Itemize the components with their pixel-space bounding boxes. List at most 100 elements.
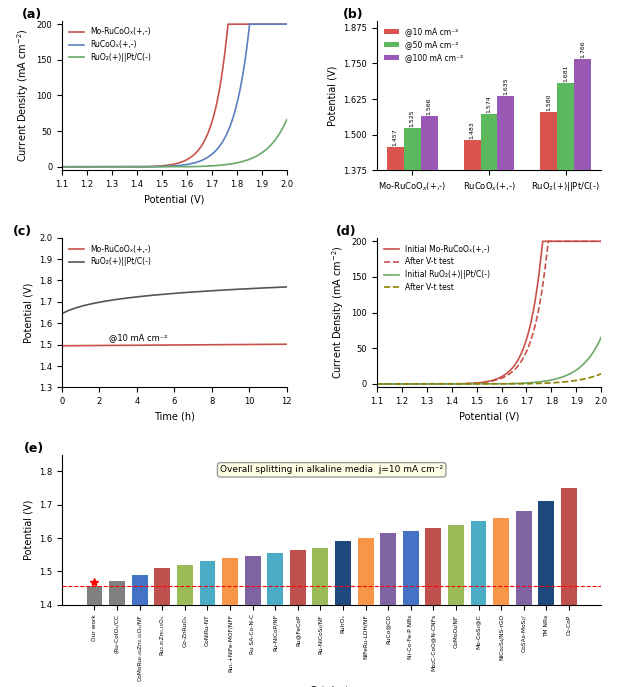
Initial RuO₂(+)||Pt/C(-) <box>373 380 380 388</box>
Initial Mo-RuCoOₓ(+,-) <box>552 237 560 245</box>
RuO₂(+)||Pt/C(-) <box>234 159 241 167</box>
Bar <box>245 556 260 605</box>
Bar <box>480 113 497 563</box>
RuO₂(+)||Pt/C(-) <box>237 158 245 166</box>
RuCoOₓ(+,-) <box>234 98 241 106</box>
After V-t test <box>373 380 380 388</box>
Text: 1.580: 1.580 <box>546 93 551 111</box>
RuO₂(+)||Pt/C(-) <box>58 163 66 171</box>
Mo-RuCoOₓ(+,-) <box>283 20 290 28</box>
Bar <box>404 128 420 563</box>
RuO₂(+)||Pt/C(-) <box>81 163 89 171</box>
Text: 1.635: 1.635 <box>503 78 508 95</box>
Initial Mo-RuCoOₓ(+,-) <box>527 318 534 326</box>
Text: (c): (c) <box>12 225 32 238</box>
Mo-RuCoOₓ(+,-) <box>242 340 250 348</box>
Line: Initial RuO₂(+)||Pt/C(-): Initial RuO₂(+)||Pt/C(-) <box>376 337 601 384</box>
Bar <box>290 550 306 605</box>
Line: RuCoOₓ(+,-): RuCoOₓ(+,-) <box>62 24 286 167</box>
RuCoOₓ(+,-) <box>237 79 245 87</box>
Bar <box>574 59 591 563</box>
Line: RuO₂(+)||Pt/C(-): RuO₂(+)||Pt/C(-) <box>62 287 286 314</box>
Bar <box>312 548 329 605</box>
After V-t test <box>598 370 605 378</box>
Bar <box>471 521 487 605</box>
After V-t test <box>396 380 404 388</box>
Bar <box>131 574 148 605</box>
Bar <box>109 581 125 605</box>
Bar <box>516 511 532 605</box>
Bar <box>335 541 351 605</box>
After V-t test <box>552 379 560 387</box>
X-axis label: Time (h): Time (h) <box>154 412 195 422</box>
RuO₂(+)||Pt/C(-) <box>242 284 250 293</box>
Text: 1.681: 1.681 <box>564 65 569 82</box>
RuO₂(+)||Pt/C(-) <box>58 310 66 318</box>
Bar <box>538 502 554 605</box>
Text: (b): (b) <box>343 8 363 21</box>
Line: After V-t test: After V-t test <box>376 241 601 384</box>
Text: 1.766: 1.766 <box>580 41 585 58</box>
X-axis label: Potential (V): Potential (V) <box>144 194 205 205</box>
Bar <box>380 533 396 605</box>
RuCoOₓ(+,-) <box>81 163 89 171</box>
After V-t test <box>552 237 560 245</box>
After V-t test <box>527 379 534 387</box>
RuO₂(+)||Pt/C(-) <box>213 161 220 170</box>
Y-axis label: Potential (V): Potential (V) <box>327 65 337 126</box>
Mo-RuCoOₓ(+,-) <box>81 163 89 171</box>
X-axis label: Potential (V): Potential (V) <box>459 412 519 422</box>
Bar <box>87 585 102 605</box>
Mo-RuCoOₓ(+,-) <box>224 20 232 28</box>
RuO₂(+)||Pt/C(-) <box>165 290 172 298</box>
Bar <box>154 568 170 605</box>
RuO₂(+)||Pt/C(-) <box>278 283 285 291</box>
Legend: @10 mA cm⁻², @50 mA cm⁻², @100 mA cm⁻²: @10 mA cm⁻², @50 mA cm⁻², @100 mA cm⁻² <box>381 25 466 65</box>
Bar <box>541 112 557 563</box>
Bar <box>448 525 464 605</box>
Line: Mo-RuCoOₓ(+,-): Mo-RuCoOₓ(+,-) <box>62 24 286 167</box>
Bar <box>403 531 418 605</box>
After V-t test <box>598 237 605 245</box>
Text: (a): (a) <box>22 8 42 21</box>
Line: After V-t test: After V-t test <box>376 374 601 384</box>
Mo-RuCoOₓ(+,-) <box>234 20 241 28</box>
RuCoOₓ(+,-) <box>157 162 165 170</box>
Mo-RuCoOₓ(+,-) <box>165 341 172 349</box>
Bar <box>222 558 238 605</box>
Initial RuO₂(+)||Pt/C(-) <box>472 380 479 388</box>
After V-t test <box>527 336 534 344</box>
Mo-RuCoOₓ(+,-) <box>238 20 246 28</box>
Initial Mo-RuCoOₓ(+,-) <box>598 237 605 245</box>
After V-t test <box>396 380 404 388</box>
Text: 1.525: 1.525 <box>410 109 415 126</box>
Mo-RuCoOₓ(+,-) <box>192 341 200 349</box>
After V-t test <box>472 380 479 388</box>
Mo-RuCoOₓ(+,-) <box>58 341 66 350</box>
Initial Mo-RuCoOₓ(+,-) <box>539 237 546 245</box>
RuCoOₓ(+,-) <box>283 20 290 28</box>
Initial RuO₂(+)||Pt/C(-) <box>396 380 404 388</box>
After V-t test <box>464 379 471 387</box>
Initial RuO₂(+)||Pt/C(-) <box>464 380 471 388</box>
Initial RuO₂(+)||Pt/C(-) <box>552 375 560 383</box>
After V-t test <box>373 380 380 388</box>
RuO₂(+)||Pt/C(-) <box>283 115 290 124</box>
Bar <box>425 528 441 605</box>
Mo-RuCoOₓ(+,-) <box>180 341 187 349</box>
Bar <box>177 565 193 605</box>
Text: Overall splitting in alkaline media  j=10 mA cm⁻²: Overall splitting in alkaline media j=10… <box>220 465 443 474</box>
Y-axis label: Current Density (mA cm$^{-2}$): Current Density (mA cm$^{-2}$) <box>15 29 31 162</box>
Initial Mo-RuCoOₓ(+,-) <box>464 379 471 387</box>
Text: 1.574: 1.574 <box>487 95 492 113</box>
Mo-RuCoOₓ(+,-) <box>283 340 290 348</box>
Initial Mo-RuCoOₓ(+,-) <box>549 237 556 245</box>
Text: (d): (d) <box>336 225 357 238</box>
Y-axis label: Potential (V): Potential (V) <box>24 499 33 560</box>
Y-axis label: Current Density (mA cm$^{-2}$): Current Density (mA cm$^{-2}$) <box>330 246 345 379</box>
Mo-RuCoOₓ(+,-) <box>213 101 220 109</box>
Text: (e): (e) <box>24 442 45 455</box>
Bar <box>497 96 515 563</box>
Y-axis label: Potential (V): Potential (V) <box>24 282 33 343</box>
After V-t test <box>548 379 556 387</box>
